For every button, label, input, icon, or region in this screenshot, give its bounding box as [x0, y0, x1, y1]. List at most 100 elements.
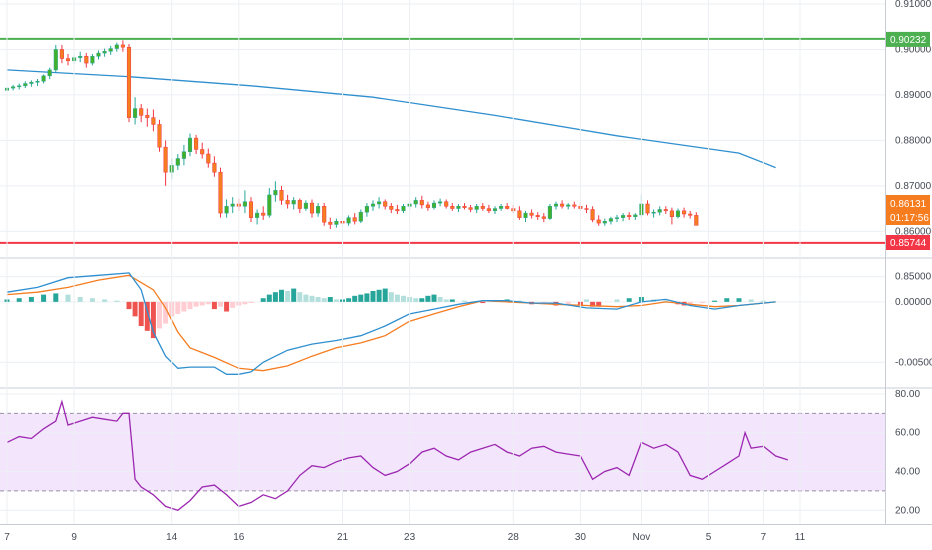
- candle[interactable]: [108, 45, 113, 55]
- candle[interactable]: [96, 50, 101, 60]
- candle[interactable]: [547, 204, 552, 220]
- candle[interactable]: [614, 214, 620, 223]
- candle[interactable]: [29, 80, 34, 87]
- candle[interactable]: [157, 119, 162, 152]
- candle[interactable]: [431, 200, 437, 210]
- candle[interactable]: [450, 203, 455, 211]
- candle[interactable]: [651, 209, 656, 218]
- candle[interactable]: [17, 83, 22, 90]
- candle[interactable]: [413, 197, 418, 208]
- candle[interactable]: [126, 44, 132, 123]
- candle[interactable]: [584, 204, 589, 214]
- candle[interactable]: [566, 203, 571, 210]
- candle[interactable]: [267, 188, 272, 218]
- candle[interactable]: [688, 210, 693, 219]
- candle[interactable]: [11, 84, 16, 91]
- candle[interactable]: [621, 213, 626, 222]
- candle[interactable]: [248, 197, 254, 223]
- candle[interactable]: [523, 210, 528, 223]
- candle[interactable]: [694, 212, 699, 226]
- candle[interactable]: [669, 207, 674, 225]
- candle[interactable]: [145, 108, 150, 127]
- candle[interactable]: [334, 218, 339, 228]
- candle[interactable]: [572, 201, 577, 209]
- candle[interactable]: [181, 144, 186, 166]
- candle[interactable]: [486, 204, 491, 214]
- candle[interactable]: [255, 209, 260, 225]
- candle[interactable]: [261, 206, 266, 220]
- candle[interactable]: [230, 197, 235, 214]
- candle[interactable]: [657, 206, 662, 216]
- candle[interactable]: [590, 206, 595, 223]
- candle[interactable]: [328, 217, 333, 229]
- candle[interactable]: [401, 204, 406, 214]
- candle[interactable]: [444, 199, 449, 209]
- price-panel[interactable]: 0.91000 0.90000 0.89000 0.88000 0.87000 0.860…: [0, 0, 932, 283]
- candle[interactable]: [316, 203, 321, 217]
- candle[interactable]: [419, 195, 424, 209]
- candle[interactable]: [41, 74, 46, 84]
- candle[interactable]: [541, 213, 546, 223]
- candle[interactable]: [273, 181, 278, 202]
- candle[interactable]: [187, 133, 193, 157]
- candle[interactable]: [291, 197, 296, 210]
- candle[interactable]: [53, 44, 58, 73]
- candle[interactable]: [438, 198, 443, 207]
- candle[interactable]: [425, 201, 430, 211]
- candle[interactable]: [560, 200, 565, 209]
- candle[interactable]: [596, 215, 601, 226]
- candle[interactable]: [90, 54, 95, 66]
- candle[interactable]: [151, 109, 156, 132]
- candle[interactable]: [279, 185, 284, 205]
- candle[interactable]: [645, 200, 650, 216]
- candle[interactable]: [114, 42, 119, 52]
- candle[interactable]: [480, 203, 485, 211]
- candle[interactable]: [303, 200, 308, 211]
- candle[interactable]: [224, 199, 229, 218]
- candle[interactable]: [84, 53, 89, 68]
- candle[interactable]: [370, 200, 376, 211]
- candle[interactable]: [492, 206, 498, 214]
- candle[interactable]: [309, 199, 315, 218]
- macd-panel[interactable]: 0.00000 -0.00500: [0, 257, 932, 375]
- candle[interactable]: [206, 148, 211, 168]
- candle[interactable]: [456, 204, 461, 213]
- candle[interactable]: [218, 167, 223, 218]
- candle[interactable]: [59, 44, 64, 64]
- candle[interactable]: [627, 212, 632, 220]
- candle[interactable]: [358, 209, 363, 224]
- candle[interactable]: [553, 201, 559, 210]
- candle[interactable]: [194, 134, 199, 154]
- candle[interactable]: [517, 206, 522, 220]
- candle[interactable]: [535, 212, 540, 220]
- candle[interactable]: [297, 198, 302, 214]
- candle[interactable]: [383, 199, 388, 210]
- candle[interactable]: [389, 203, 394, 214]
- candle[interactable]: [322, 203, 327, 226]
- candle[interactable]: [346, 215, 351, 226]
- candle[interactable]: [682, 207, 687, 218]
- candle[interactable]: [120, 40, 125, 52]
- candle[interactable]: [175, 154, 180, 170]
- candle[interactable]: [364, 203, 369, 217]
- candle[interactable]: [139, 104, 144, 123]
- candle[interactable]: [200, 142, 205, 159]
- candle[interactable]: [608, 216, 613, 225]
- candle[interactable]: [663, 206, 668, 214]
- candle[interactable]: [23, 81, 28, 89]
- candle[interactable]: [462, 203, 467, 210]
- candle[interactable]: [163, 140, 168, 186]
- candle[interactable]: [395, 204, 400, 214]
- candle[interactable]: [468, 204, 473, 213]
- time-axis[interactable]: 7 9 14 16 21 23 28 30 Nov 5 7 11: [4, 0, 806, 543]
- candle[interactable]: [474, 204, 479, 214]
- candle[interactable]: [78, 51, 83, 63]
- candle[interactable]: [212, 156, 217, 177]
- candle[interactable]: [102, 48, 107, 57]
- candle[interactable]: [633, 213, 638, 220]
- candle[interactable]: [499, 204, 504, 211]
- candle[interactable]: [285, 194, 290, 209]
- candle[interactable]: [47, 67, 52, 79]
- candle[interactable]: [675, 208, 681, 219]
- candle[interactable]: [529, 209, 534, 219]
